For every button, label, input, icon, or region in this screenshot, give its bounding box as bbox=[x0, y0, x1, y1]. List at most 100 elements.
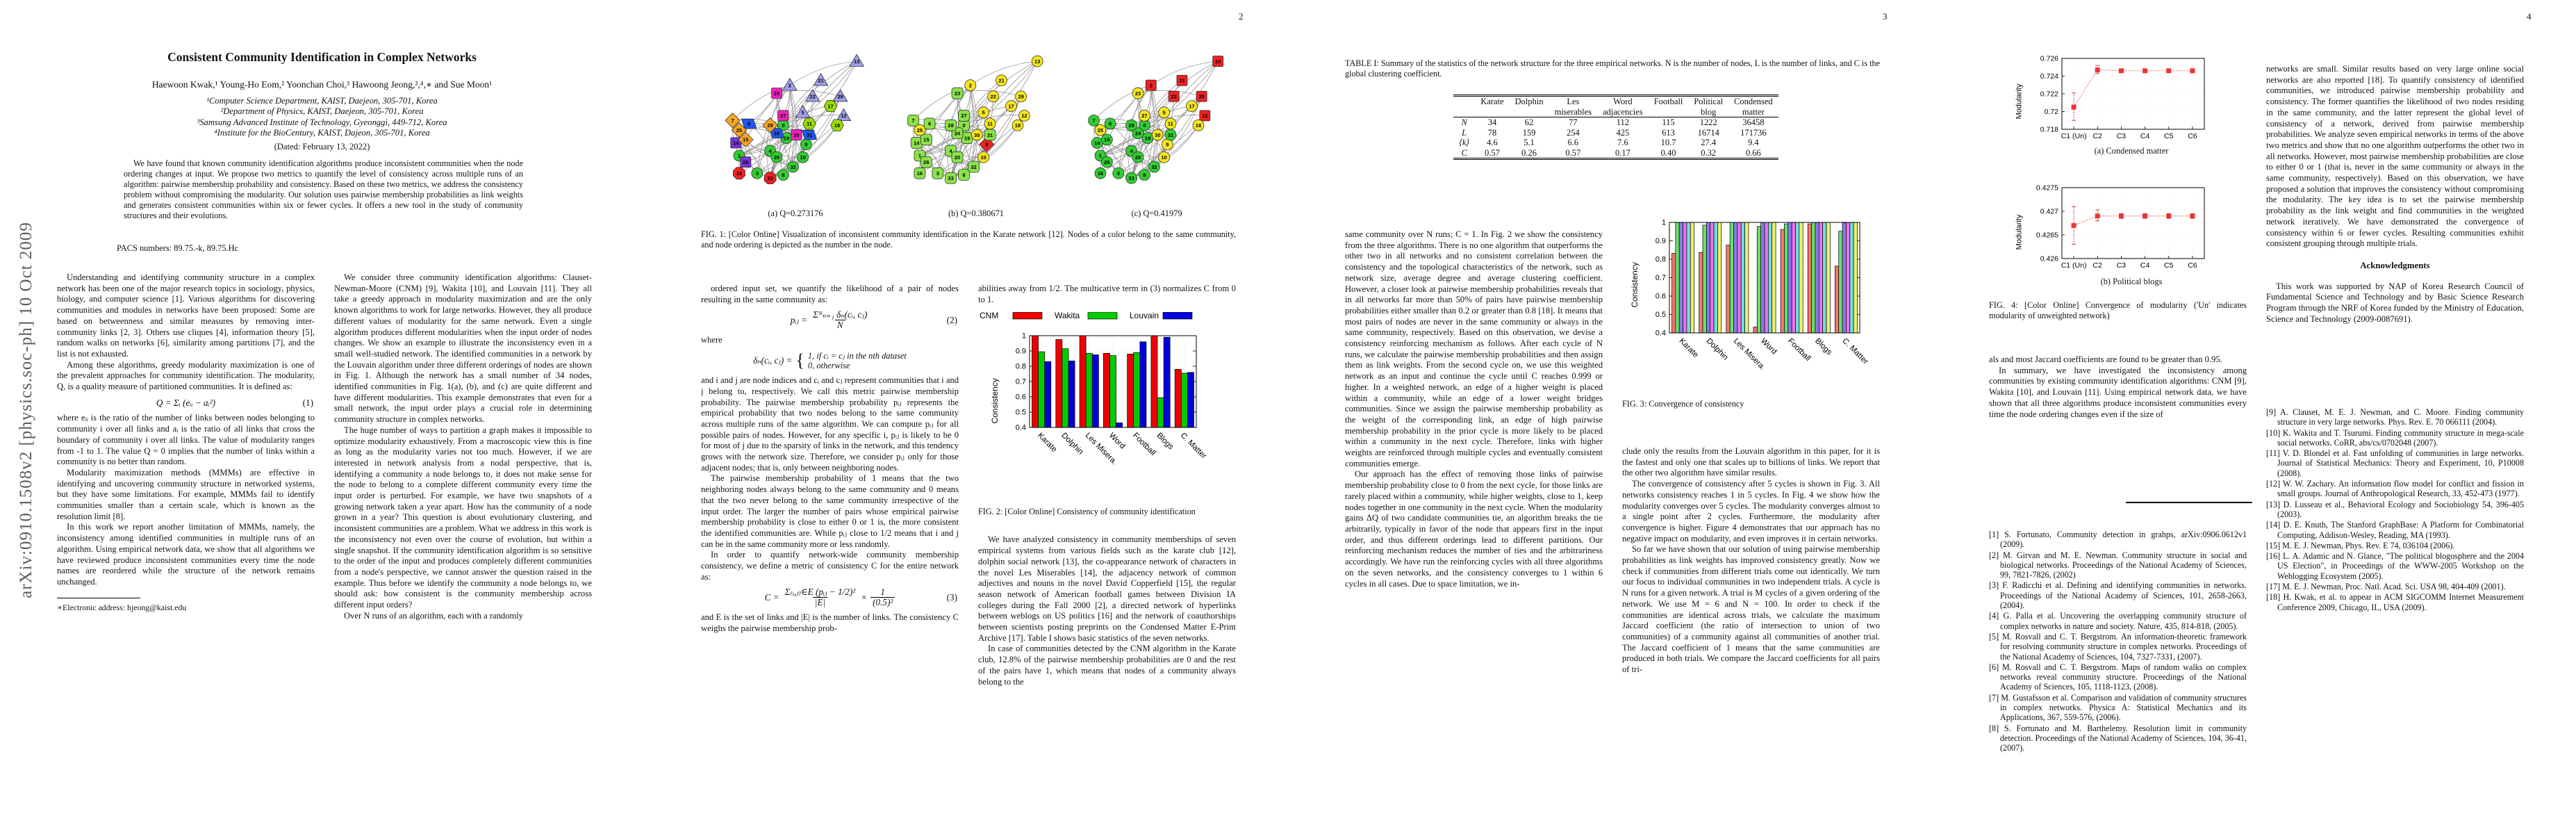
paragraph: In this work we report another limitatio… bbox=[57, 522, 315, 587]
svg-text:5: 5 bbox=[1163, 110, 1166, 116]
table-cell: 1222 bbox=[1699, 117, 1717, 127]
paragraph: abilities away from 1/2. The multicative… bbox=[978, 284, 1236, 304]
paragraph: The huge number of ways to partition a g… bbox=[334, 425, 592, 610]
authors-line: Haewoon Kwak,¹ Young-Ho Eom,² Yoonchan C… bbox=[151, 79, 493, 90]
table-col-header-2: adjacencies bbox=[1597, 106, 1649, 117]
table-1: Karate Dolphin Les Word Football Political Con… bbox=[1453, 95, 1778, 160]
svg-text:Blogs: Blogs bbox=[1155, 432, 1175, 452]
svg-text:25: 25 bbox=[917, 127, 923, 133]
svg-text:0.4: 0.4 bbox=[1656, 329, 1666, 338]
svg-text:29: 29 bbox=[1018, 94, 1024, 100]
reference-item: [6] M. Rosvall and C. T. Bergstrom. Maps… bbox=[1989, 662, 2247, 692]
svg-text:0.4265: 0.4265 bbox=[2036, 231, 2058, 240]
paragraph: and i and j are node indices and cᵢ and … bbox=[701, 375, 959, 473]
svg-text:28: 28 bbox=[767, 122, 773, 129]
svg-text:C1 (Un): C1 (Un) bbox=[2061, 261, 2087, 270]
paper-title: Consistent Community Identification in C… bbox=[167, 50, 477, 64]
p1-column-left: Understanding and identifying community … bbox=[57, 272, 315, 770]
equation-2-lhs: pᵢⱼ = bbox=[790, 315, 808, 326]
svg-text:C3: C3 bbox=[2117, 132, 2127, 140]
reference-item: [3] F. Radicchi et al. Defining and iden… bbox=[1989, 580, 2247, 611]
svg-text:14: 14 bbox=[733, 140, 739, 146]
svg-text:0.4: 0.4 bbox=[1016, 424, 1026, 432]
svg-text:C5: C5 bbox=[2164, 132, 2174, 140]
equation-delta: δₙ(cᵢ, cⱼ) = { 1, if cᵢ = cⱼ in the nth … bbox=[701, 351, 959, 370]
svg-text:3: 3 bbox=[936, 170, 939, 177]
equation-delta-cases: 1, if cᵢ = cⱼ in the nth dataset 0, othe… bbox=[808, 351, 907, 370]
svg-text:8: 8 bbox=[962, 172, 965, 178]
table-col-header: Dolphin bbox=[1514, 97, 1544, 106]
dated-line: (Dated: February 13, 2022) bbox=[274, 142, 370, 152]
svg-text:16: 16 bbox=[1098, 170, 1103, 177]
svg-text:0.72: 0.72 bbox=[2045, 108, 2059, 116]
svg-text:13: 13 bbox=[1215, 58, 1221, 65]
svg-text:Wakita: Wakita bbox=[1055, 312, 1080, 320]
svg-text:20: 20 bbox=[955, 154, 960, 161]
svg-text:22: 22 bbox=[1171, 94, 1177, 100]
svg-text:C2: C2 bbox=[2093, 132, 2103, 140]
table-cell: 0.17 bbox=[1615, 147, 1630, 158]
svg-text:21: 21 bbox=[998, 78, 1004, 84]
svg-text:0.426: 0.426 bbox=[2040, 255, 2058, 263]
reference-item: [1] S. Fortunato, Community detection in… bbox=[1989, 530, 2247, 550]
svg-text:16: 16 bbox=[917, 170, 923, 177]
table-cell: 159 bbox=[1522, 127, 1536, 138]
svg-text:C2: C2 bbox=[2093, 261, 2103, 270]
svg-text:15: 15 bbox=[923, 137, 929, 143]
equation-1-number: (1) bbox=[302, 397, 313, 408]
table-col-header: Les bbox=[1567, 97, 1580, 106]
svg-text:9: 9 bbox=[804, 142, 807, 148]
fig1b-subcaption: (b) Q=0.380671 bbox=[948, 208, 1004, 218]
svg-text:Louvain: Louvain bbox=[1130, 312, 1159, 320]
fig1-caption: FIG. 1: [Color Online] Visualization of … bbox=[701, 229, 1236, 250]
table-col-header: Political bbox=[1694, 97, 1724, 106]
footnote: ∗Electronic address: hjeong@kaist.edu bbox=[57, 602, 187, 612]
svg-text:0.722: 0.722 bbox=[2040, 90, 2058, 99]
paragraph: and E is the set of links and |E| is the… bbox=[701, 612, 959, 634]
table-cell: 10.7 bbox=[1660, 138, 1676, 147]
svg-text:6: 6 bbox=[1109, 121, 1112, 127]
references-right: [9] A. Clauset, M. E. J. Newman, and C. … bbox=[2266, 407, 2524, 808]
svg-text:1: 1 bbox=[1099, 153, 1102, 159]
table-col-header-2 bbox=[1475, 106, 1510, 117]
svg-text:0.6: 0.6 bbox=[1656, 293, 1666, 301]
paragraph: Among these algorithms, greedy modularit… bbox=[57, 359, 315, 392]
table-col-header-2 bbox=[1509, 106, 1549, 117]
svg-text:4: 4 bbox=[769, 148, 773, 154]
svg-text:1: 1 bbox=[918, 153, 921, 159]
reference-item: [14] D. E. Knuth, The Stanford GraphBase… bbox=[2266, 520, 2524, 540]
reference-item: [10] K. Wakita and T. Tsurumi. Finding c… bbox=[2266, 427, 2524, 448]
table-cell: 9.4 bbox=[1748, 138, 1759, 147]
abstract: We have found that known community ident… bbox=[124, 158, 523, 222]
svg-text:Karate: Karate bbox=[1036, 432, 1058, 454]
fig4b-subcaption: (b) Political blogs bbox=[2100, 277, 2163, 286]
svg-text:33: 33 bbox=[948, 175, 953, 181]
equation-3-fraction1: Σ₍ᵢ,ⱼ₎∈E (pᵢⱼ − 1/2)² |E| bbox=[783, 587, 858, 607]
equation-delta-lhs: δₙ(cᵢ, cⱼ) = bbox=[753, 355, 793, 366]
table-col-header: Football bbox=[1653, 97, 1683, 106]
paragraph: We consider three community identificati… bbox=[334, 272, 592, 425]
reference-item: [4] G. Palla et al. Uncovering the overl… bbox=[1989, 611, 2247, 631]
svg-text:2: 2 bbox=[1150, 82, 1153, 88]
svg-text:17: 17 bbox=[827, 103, 833, 109]
page-1: arXiv:0910.1508v2 [physics.soc-ph] 10 Oc… bbox=[0, 0, 644, 834]
svg-text:C. Matter: C. Matter bbox=[1840, 337, 1869, 366]
page-number: 3 bbox=[1883, 11, 1888, 22]
table-cell: 36458 bbox=[1742, 117, 1765, 127]
svg-text:Dolphin: Dolphin bbox=[1705, 337, 1730, 362]
table-cell: 171736 bbox=[1740, 127, 1767, 138]
page-2: 2 0 1 2 3 4 5 6 7 8 9 10 11 12 13 14 15 16 17 18 19 20 21 22 23… bbox=[644, 0, 1288, 834]
brace-glyph: { bbox=[795, 350, 804, 371]
paragraph: In case of communities detected by the C… bbox=[978, 644, 1236, 687]
svg-text:19: 19 bbox=[784, 135, 789, 141]
svg-text:10: 10 bbox=[800, 154, 805, 161]
times-sign: × bbox=[861, 592, 868, 603]
table-col-header-2: miserables bbox=[1549, 106, 1598, 117]
fig3-caption: FIG. 3: Convergence of consistency bbox=[1622, 399, 1744, 409]
table-cell: 77 bbox=[1569, 117, 1578, 127]
equation-3: C = Σ₍ᵢ,ⱼ₎∈E (pᵢⱼ − 1/2)² |E| × 1 (0.5)²… bbox=[701, 587, 959, 607]
svg-text:0.718: 0.718 bbox=[2040, 126, 2058, 134]
equation-3-denominator2: (0.5)² bbox=[870, 597, 895, 607]
svg-text:33: 33 bbox=[1128, 175, 1134, 181]
